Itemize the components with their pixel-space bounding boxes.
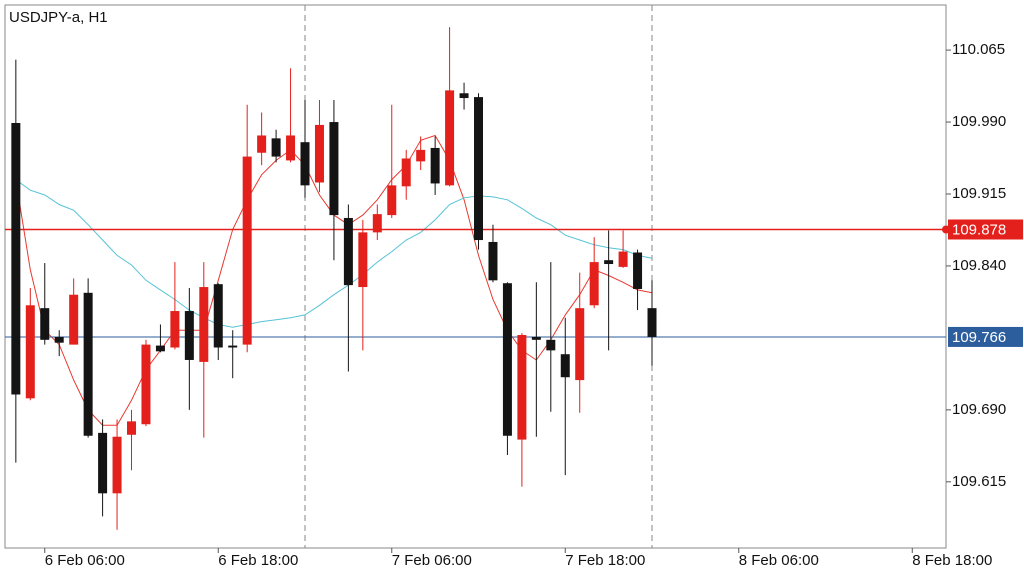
candle-body — [546, 339, 556, 351]
candle-body — [430, 147, 440, 184]
candle-body — [387, 185, 397, 216]
y-tick-label: 109.990 — [952, 113, 1006, 130]
candle-body — [98, 432, 108, 494]
candle-body — [372, 214, 382, 233]
candle-body — [314, 124, 324, 183]
x-tick-label: 8 Feb 06:00 — [739, 552, 819, 569]
candle-body — [25, 305, 35, 399]
candle-body — [531, 336, 541, 340]
candle-body — [141, 344, 151, 425]
candle-body — [589, 262, 599, 306]
candle-body — [517, 335, 527, 440]
x-tick-label: 6 Feb 06:00 — [45, 552, 125, 569]
candle-body — [488, 241, 498, 281]
x-tick-label: 7 Feb 18:00 — [565, 552, 645, 569]
candle-body — [112, 436, 122, 494]
candle-body — [69, 294, 79, 345]
candle-body — [54, 336, 64, 343]
plot-frame — [4, 4, 947, 549]
y-tick-label: 109.615 — [952, 473, 1006, 490]
price-label-box — [948, 219, 1023, 240]
y-tick-label: 109.840 — [952, 257, 1006, 274]
candle-body — [502, 283, 512, 436]
candle-body — [300, 142, 310, 186]
candle-body — [199, 287, 209, 362]
x-tick-label: 6 Feb 18:00 — [218, 552, 298, 569]
candle-body — [170, 311, 180, 348]
candle-body — [445, 90, 455, 186]
y-tick-label: 110.065 — [952, 41, 1005, 58]
candle-body — [575, 308, 585, 381]
candle-body — [633, 252, 643, 289]
candle-body — [257, 135, 267, 153]
moving-average — [15, 179, 653, 328]
candle-body — [155, 345, 165, 352]
chart-title: USDJPY-a, H1 — [9, 9, 108, 26]
candle-body — [329, 122, 339, 216]
x-tick-label: 7 Feb 06:00 — [392, 552, 472, 569]
candle-body — [560, 354, 570, 378]
candle-body — [11, 123, 21, 395]
candle-body — [242, 156, 252, 345]
candle-body — [83, 292, 93, 436]
price-label: 109.878 — [952, 221, 1006, 238]
candle-body — [271, 138, 281, 157]
candle-body — [127, 421, 137, 435]
y-tick-label: 109.915 — [952, 185, 1006, 202]
candle-body — [647, 308, 657, 337]
candle-body — [401, 158, 411, 187]
price-label-box — [948, 326, 1023, 347]
candle-body — [213, 284, 223, 348]
price-label: 109.766 — [952, 329, 1006, 346]
candle-body — [228, 345, 238, 348]
candle-body — [459, 93, 469, 99]
y-tick-label: 109.690 — [952, 401, 1006, 418]
candle-body — [416, 149, 426, 162]
candle-body — [286, 135, 296, 161]
candle-body — [618, 251, 628, 267]
candle-body — [343, 217, 353, 286]
candle-body — [358, 232, 368, 288]
x-tick-label: 8 Feb 18:00 — [912, 552, 992, 569]
candle-body — [40, 308, 50, 340]
candle-body — [604, 260, 614, 265]
candle-body — [184, 311, 194, 360]
candle-body — [474, 97, 484, 241]
